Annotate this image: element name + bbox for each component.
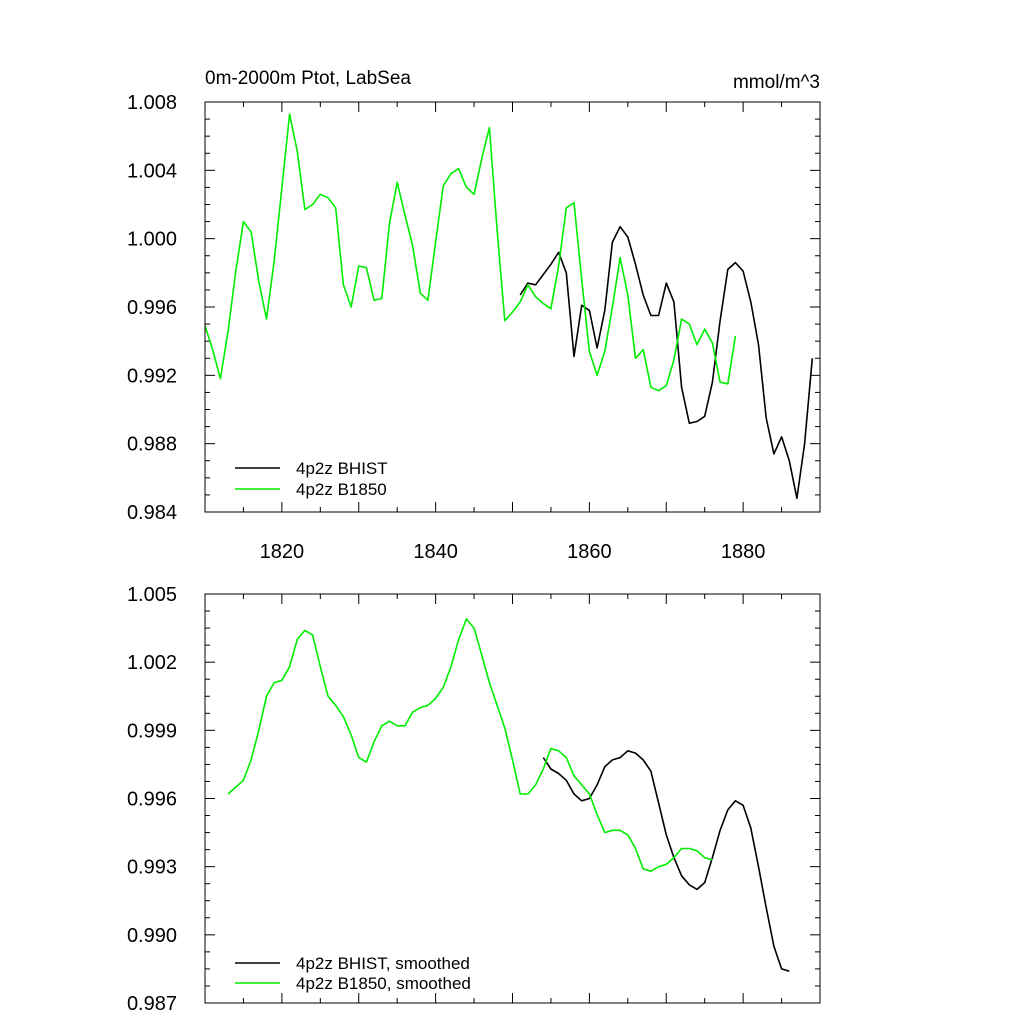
bottom-series-line-b1850 xyxy=(227,618,713,873)
bottom-ytick-label: 1.005 xyxy=(127,584,177,606)
bottom-ytick-label: 0.993 xyxy=(127,857,177,879)
bottom-ytick-label: 0.987 xyxy=(127,993,177,1015)
top-ytick-label: 0.996 xyxy=(127,297,177,319)
top-legend: 4p2z BHIST 4p2z B1850 xyxy=(235,459,388,499)
bottom-legend: 4p2z BHIST, smoothed 4p2z B1850, smoothe… xyxy=(235,954,471,993)
bottom-panel: 1.005 1.002 0.999 0.996 0.993 0.990 0.987 4p2z… xyxy=(127,584,821,1015)
bottom-ytick-label: 0.990 xyxy=(127,925,177,947)
bottom-plot-frame xyxy=(204,593,821,1004)
top-ytick-label: 1.008 xyxy=(127,92,177,114)
top-ytick-label: 0.992 xyxy=(127,365,177,387)
top-xtick-label: 1880 xyxy=(721,541,766,563)
top-xtick-label: 1820 xyxy=(260,541,305,563)
top-ytick-label: 0.984 xyxy=(127,502,177,524)
bottom-ytick-label: 0.999 xyxy=(127,720,177,742)
top-panel: 0m-2000m Ptot, LabSea mmol/m^3 1.008 1.00… xyxy=(127,68,821,563)
top-chart-units: mmol/m^3 xyxy=(733,72,820,93)
top-plot-frame xyxy=(204,101,821,513)
bottom-series-line-bhist xyxy=(542,749,790,972)
top-series-line-bhist xyxy=(519,225,814,500)
top-legend-label-b1850: 4p2z B1850 xyxy=(296,480,387,499)
top-ytick-label: 1.000 xyxy=(127,229,177,251)
top-legend-label-bhist: 4p2z BHIST xyxy=(296,459,388,478)
bottom-ytick-label: 1.002 xyxy=(127,652,177,674)
top-series-line-b1850 xyxy=(204,113,737,392)
bottom-legend-label-b1850: 4p2z B1850, smoothed xyxy=(296,974,471,993)
top-ytick-label: 0.988 xyxy=(127,434,177,456)
top-xtick-label: 1860 xyxy=(567,541,612,563)
top-xtick-label: 1840 xyxy=(413,541,458,563)
bottom-legend-label-bhist: 4p2z BHIST, smoothed xyxy=(296,954,470,973)
bottom-ytick-label: 0.996 xyxy=(127,789,177,811)
top-ytick-label: 1.004 xyxy=(127,160,177,182)
top-chart-title: 0m-2000m Ptot, LabSea xyxy=(205,68,411,89)
